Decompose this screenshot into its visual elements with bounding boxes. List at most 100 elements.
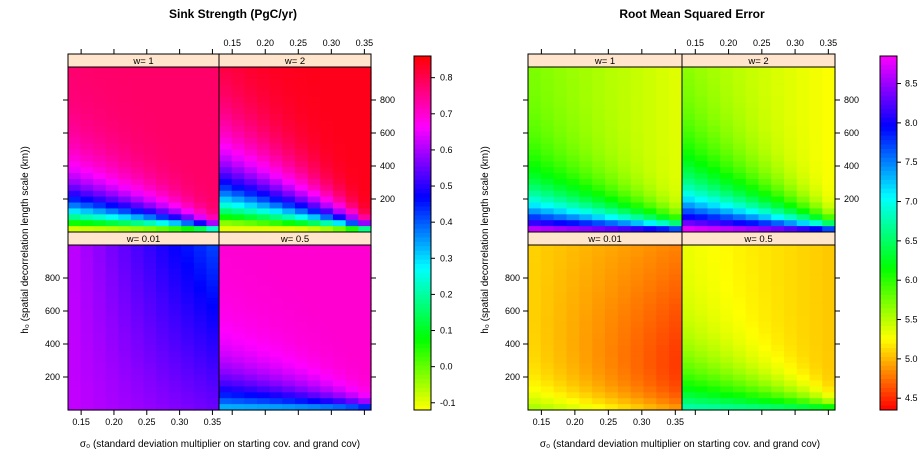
heatmap-cell xyxy=(720,268,734,276)
heatmap-cell xyxy=(682,286,696,293)
heatmap-cell xyxy=(566,362,580,370)
colorbar-tick-label: 0.7 xyxy=(440,109,453,119)
heatmap-cell xyxy=(80,333,94,340)
heatmap-cell xyxy=(181,303,195,311)
heatmap-cell xyxy=(758,226,772,233)
heatmap-cell xyxy=(68,184,82,192)
heatmap-cell xyxy=(592,161,606,168)
heatmap-cell xyxy=(68,280,82,287)
heatmap-cell xyxy=(540,84,555,92)
colorbar-swatch xyxy=(880,140,897,145)
heatmap-cell xyxy=(193,114,208,121)
heatmap-cell xyxy=(566,339,580,346)
heatmap-cell xyxy=(105,196,119,204)
heatmap-cell xyxy=(320,356,334,364)
heatmap-cell xyxy=(720,286,734,293)
heatmap-cell xyxy=(720,208,734,215)
heatmap-cell xyxy=(745,292,760,299)
heatmap-cell xyxy=(282,292,296,299)
heatmap-cell xyxy=(707,351,721,358)
heatmap-cell xyxy=(579,67,593,74)
heatmap-cell xyxy=(206,327,220,334)
heatmap-cell xyxy=(181,404,195,411)
heatmap-cell xyxy=(733,108,747,115)
heatmap-cell xyxy=(282,208,296,215)
heatmap-cell xyxy=(257,155,271,162)
heatmap-cell xyxy=(656,303,670,311)
heatmap-cell xyxy=(528,274,542,281)
heatmap-cell xyxy=(93,202,107,210)
heatmap-cell xyxy=(219,149,233,156)
heatmap-cell xyxy=(206,184,220,192)
heatmap-cell xyxy=(733,137,747,145)
heatmap-cell xyxy=(809,102,823,109)
heatmap-cell xyxy=(295,392,309,399)
heatmap-cell xyxy=(295,184,309,192)
heatmap-cell xyxy=(206,268,220,276)
heatmap-cell xyxy=(796,368,811,376)
heatmap-cell xyxy=(809,268,823,276)
heatmap-cell xyxy=(68,327,82,334)
heatmap-cell xyxy=(822,67,836,74)
heatmap-cell xyxy=(295,309,309,317)
colorbar-swatch xyxy=(414,277,431,283)
heatmap-cell xyxy=(219,398,233,405)
heatmap-cell xyxy=(682,178,696,186)
heatmap-cell xyxy=(181,78,195,86)
panel-strip-label: w= 0.5 xyxy=(280,234,309,245)
heatmap-cell xyxy=(630,90,645,98)
heatmap-cell xyxy=(168,280,182,287)
heatmap-cell xyxy=(669,333,683,340)
colorbar-swatch xyxy=(414,175,431,181)
heatmap-cell xyxy=(707,173,721,180)
heatmap-cell xyxy=(206,67,220,74)
heatmap-cell xyxy=(771,84,785,92)
heatmap-cell xyxy=(118,250,132,258)
heatmap-cell xyxy=(156,84,170,92)
heatmap-cell xyxy=(181,208,195,215)
heatmap-cell xyxy=(669,268,683,276)
heatmap-cell xyxy=(682,356,696,364)
heatmap-cell xyxy=(282,125,296,133)
heatmap-cell xyxy=(656,220,670,227)
heatmap-cell xyxy=(143,120,157,127)
heatmap-cell xyxy=(269,386,283,393)
heatmap-cell xyxy=(333,161,347,168)
heatmap-cell xyxy=(80,84,94,92)
heatmap-cell xyxy=(219,274,233,281)
heatmap-cell xyxy=(358,108,372,115)
heatmap-cell xyxy=(168,214,182,221)
heatmap-cell xyxy=(143,321,157,329)
heatmap-cell xyxy=(682,190,696,198)
heatmap-cell xyxy=(244,292,258,299)
colorbar-swatch xyxy=(414,126,431,132)
heatmap-cell xyxy=(181,155,195,162)
heatmap-cell xyxy=(809,280,823,287)
heatmap-cell xyxy=(784,131,798,139)
heatmap-cell xyxy=(656,214,670,221)
heatmap-cell xyxy=(540,374,555,382)
heatmap-cell xyxy=(617,114,632,121)
heatmap-cell xyxy=(231,356,245,364)
heatmap-cell xyxy=(168,202,182,210)
heatmap-cell xyxy=(540,292,555,299)
heatmap-cell xyxy=(745,190,760,198)
heatmap-cell xyxy=(130,392,145,399)
heatmap-cell xyxy=(605,309,619,317)
heatmap-cell xyxy=(295,226,309,233)
heatmap-cell xyxy=(219,333,233,340)
heatmap-cell xyxy=(143,404,157,411)
heatmap-cell xyxy=(745,356,760,364)
heatmap-cell xyxy=(669,280,683,287)
heatmap-cell xyxy=(771,208,785,215)
heatmap-cell xyxy=(553,84,568,92)
heatmap-cell xyxy=(682,102,696,109)
heatmap-cell xyxy=(809,190,823,198)
heatmap-cell xyxy=(345,161,359,168)
heatmap-cell xyxy=(745,161,760,168)
heatmap-cell xyxy=(320,286,334,293)
heatmap-cell xyxy=(592,173,606,180)
heatmap-cell xyxy=(669,298,683,305)
colorbar-tick-label: 0.5 xyxy=(440,181,453,191)
heatmap-cell xyxy=(617,250,632,258)
